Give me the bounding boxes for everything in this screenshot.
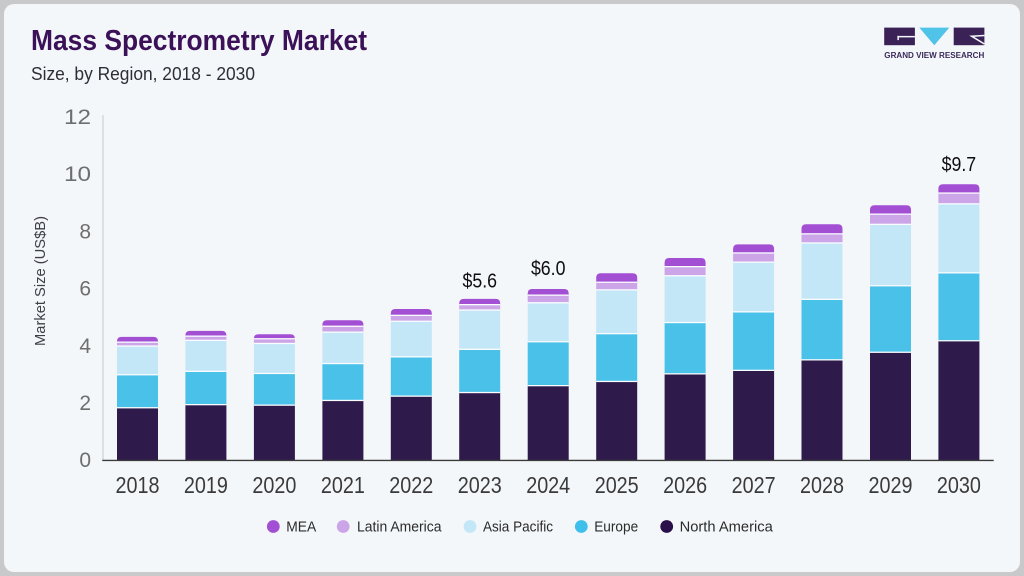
svg-text:$6.0: $6.0 [531,258,566,280]
svg-text:Market Size (US$B): Market Size (US$B) [33,216,49,346]
svg-text:$5.6: $5.6 [463,271,498,293]
svg-text:Asia Pacific: Asia Pacific [483,520,553,536]
svg-text:GRAND VIEW RESEARCH: GRAND VIEW RESEARCH [884,51,984,60]
svg-text:12: 12 [64,106,91,129]
svg-text:2030: 2030 [937,472,981,498]
svg-text:2027: 2027 [732,472,776,498]
svg-text:2018: 2018 [116,472,160,498]
svg-text:$9.7: $9.7 [942,154,977,176]
svg-text:2028: 2028 [800,472,844,498]
svg-text:2023: 2023 [458,472,502,498]
svg-text:2022: 2022 [389,472,433,498]
svg-text:2020: 2020 [252,472,296,498]
svg-text:2029: 2029 [869,472,913,498]
svg-text:2024: 2024 [526,472,570,498]
svg-text:Size, by Region, 2018 - 2030: Size, by Region, 2018 - 2030 [31,64,255,84]
svg-text:2021: 2021 [321,472,365,498]
svg-text:2025: 2025 [595,472,639,498]
svg-text:10: 10 [64,163,91,186]
svg-text:8: 8 [79,220,91,243]
svg-text:2019: 2019 [184,472,228,498]
svg-text:2026: 2026 [663,472,707,498]
svg-text:4: 4 [79,335,91,358]
svg-text:North America: North America [680,520,774,536]
svg-text:2: 2 [79,392,91,415]
svg-text:0: 0 [79,449,91,472]
svg-text:MEA: MEA [286,520,316,536]
svg-text:Mass Spectrometry Market: Mass Spectrometry Market [31,25,367,57]
svg-text:6: 6 [79,278,91,301]
svg-text:Europe: Europe [594,520,638,536]
svg-text:Latin America: Latin America [357,520,442,536]
